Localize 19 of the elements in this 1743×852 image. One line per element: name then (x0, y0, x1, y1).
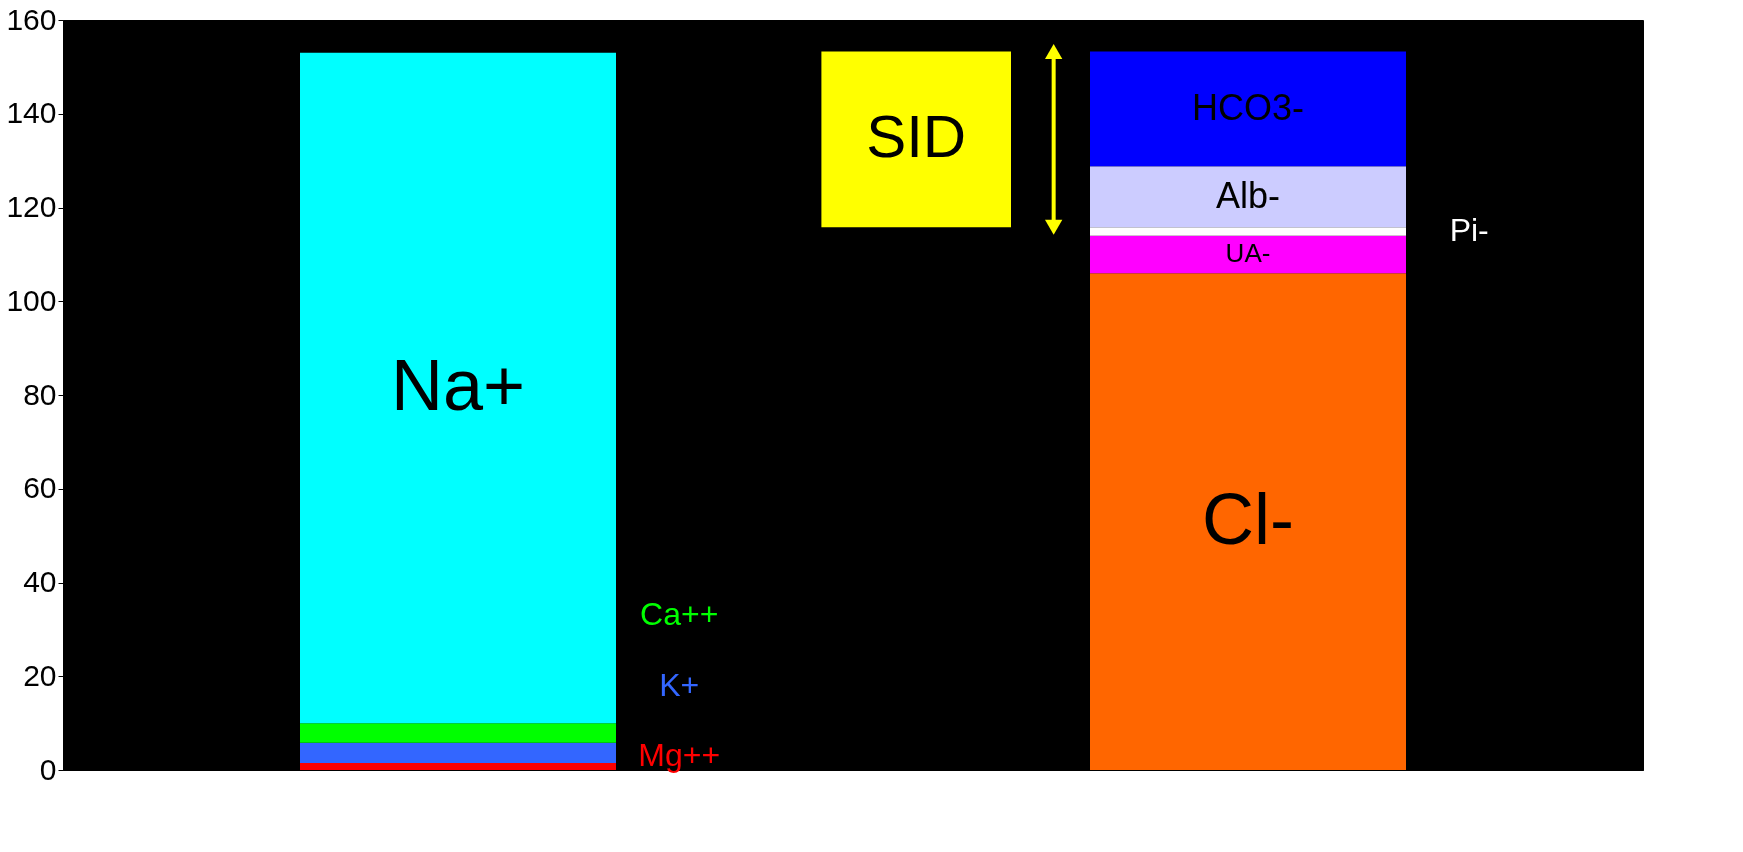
y-tick-label: 120 (6, 190, 57, 223)
y-tick-label: 100 (6, 283, 57, 317)
y-tick-label: 60 (23, 471, 57, 505)
annotation: SID (866, 103, 967, 171)
y-tick-label: 140 (6, 96, 57, 130)
series-label: Pi- (1449, 212, 1489, 249)
y-tick-label: 40 (23, 565, 57, 598)
y-tick-label: 20 (23, 658, 57, 692)
y-tick-label: 80 (23, 377, 57, 411)
series-label: Cl- (1202, 478, 1294, 559)
series-label: Mg++ (638, 736, 721, 773)
series-label: Na+ (390, 344, 526, 425)
y-tick-label: 160 (6, 2, 57, 36)
text: Ca++ (640, 596, 719, 633)
series-label: UA- (1225, 238, 1271, 269)
series-label: K+ (659, 666, 700, 703)
series-label: HCO3- (1191, 86, 1305, 128)
series-label: Alb- (1215, 174, 1281, 216)
y-tick-label: 0 (39, 752, 57, 786)
